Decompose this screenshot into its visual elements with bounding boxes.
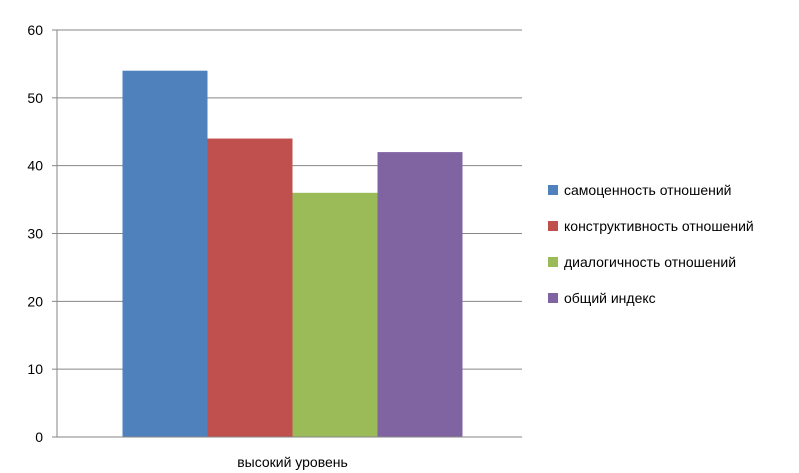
- y-tick-label: 0: [35, 429, 43, 445]
- x-category-label: высокий уровень: [237, 454, 348, 470]
- y-axis-ticks: 0 10 20 30 40 50 60: [27, 22, 57, 445]
- y-tick-label: 10: [27, 361, 43, 377]
- bars: [122, 70, 463, 438]
- legend-swatch: [548, 221, 558, 231]
- legend-swatch: [548, 293, 558, 303]
- legend-item: диалогичность отношений: [548, 252, 754, 272]
- y-tick-label: 60: [27, 22, 43, 38]
- legend-label: общий индекс: [564, 290, 656, 306]
- y-tick-label: 20: [27, 293, 43, 309]
- legend-item: конструктивность отношений: [548, 216, 754, 236]
- legend-label: самоценность отношений: [564, 182, 732, 198]
- legend: самоценность отношений конструктивность о…: [548, 180, 754, 324]
- bar-4: [377, 152, 463, 437]
- legend-label: конструктивность отношений: [564, 218, 754, 234]
- bar-3: [292, 192, 378, 437]
- y-tick-label: 40: [27, 158, 43, 174]
- bar-2: [207, 138, 293, 438]
- legend-label: диалогичность отношений: [564, 254, 737, 270]
- y-tick-label: 30: [27, 226, 43, 242]
- bar-1: [122, 70, 208, 437]
- legend-swatch: [548, 185, 558, 195]
- y-tick-label: 50: [27, 90, 43, 106]
- legend-item: общий индекс: [548, 288, 754, 308]
- x-axis-labels: высокий уровень: [237, 454, 348, 470]
- legend-item: самоценность отношений: [548, 180, 754, 200]
- legend-swatch: [548, 257, 558, 267]
